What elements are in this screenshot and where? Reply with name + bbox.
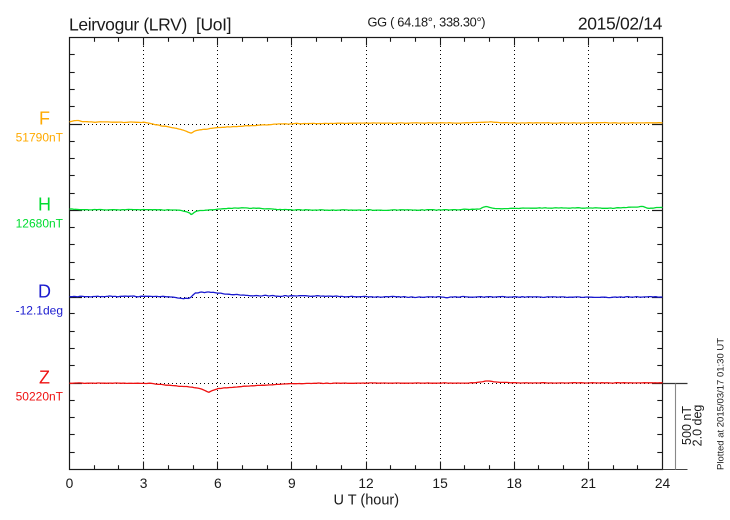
svg-text:21: 21 — [581, 476, 596, 491]
svg-text:U T (hour): U T (hour) — [334, 492, 400, 508]
svg-text:-12.1deg: -12.1deg — [16, 304, 63, 318]
svg-text:18: 18 — [507, 476, 523, 491]
svg-text:51790nT: 51790nT — [16, 131, 64, 145]
svg-text:2015/02/14: 2015/02/14 — [578, 14, 663, 34]
svg-text:2.0 deg: 2.0 deg — [691, 405, 705, 447]
svg-text:12680nT: 12680nT — [16, 217, 64, 231]
svg-text:Plotted at 2015/03/17 01:30 UT: Plotted at 2015/03/17 01:30 UT — [716, 338, 727, 470]
svg-text:500 nT: 500 nT — [680, 406, 694, 445]
svg-text:Z: Z — [39, 367, 50, 387]
svg-text:12: 12 — [358, 476, 373, 491]
svg-text:15: 15 — [432, 476, 448, 491]
svg-text:50220nT: 50220nT — [16, 390, 64, 404]
svg-text:24: 24 — [655, 476, 671, 491]
svg-text:Leirvogur (LRV) [UoI]: Leirvogur (LRV) [UoI] — [69, 15, 231, 35]
svg-text:F: F — [39, 108, 50, 128]
svg-text:6: 6 — [214, 476, 222, 491]
svg-text:D: D — [38, 281, 51, 301]
svg-text:0: 0 — [66, 476, 74, 491]
svg-text:GG ( 64.18°, 338.30°): GG ( 64.18°, 338.30°) — [368, 15, 486, 30]
svg-text:3: 3 — [140, 476, 148, 491]
svg-text:H: H — [38, 194, 51, 214]
svg-text:9: 9 — [288, 476, 296, 491]
